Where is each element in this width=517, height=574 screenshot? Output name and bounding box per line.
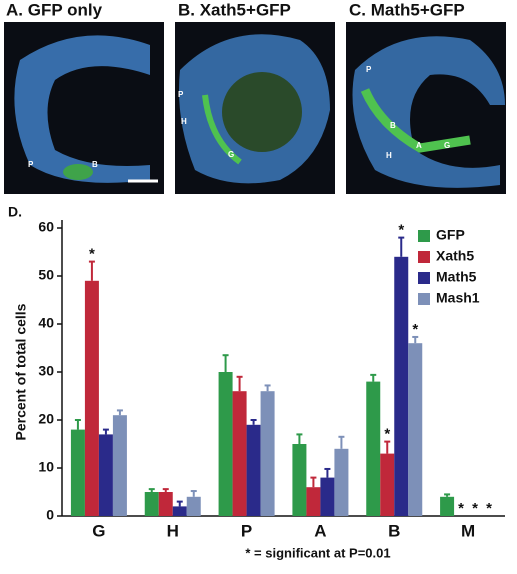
bar	[380, 453, 395, 516]
bar	[232, 391, 247, 516]
bar	[440, 496, 455, 516]
image-label: G	[228, 150, 234, 159]
bar	[186, 496, 201, 516]
bar	[334, 448, 349, 516]
y-tick-label: 20	[38, 411, 54, 427]
bar	[158, 492, 173, 516]
y-tick-label: 40	[38, 315, 54, 331]
bar	[84, 280, 99, 516]
x-tick-label: B	[388, 521, 400, 540]
legend-label: Math5	[436, 269, 477, 285]
image-label: H	[386, 151, 392, 160]
bar	[292, 444, 307, 516]
significance-marker: *	[472, 500, 478, 517]
significance-marker: *	[458, 500, 464, 517]
significance-marker: *	[486, 500, 492, 517]
image-label: G	[444, 141, 450, 150]
bar	[246, 424, 261, 516]
bar	[408, 343, 423, 516]
bar	[320, 477, 335, 516]
image-label: A	[416, 141, 422, 150]
image-label: P	[28, 160, 34, 169]
bar	[218, 372, 233, 516]
image-label: B	[390, 121, 396, 130]
x-tick-label: A	[314, 521, 326, 540]
legend-label: Xath5	[436, 248, 474, 264]
micrograph-b: P H G	[175, 22, 335, 194]
panel-label: D.	[8, 204, 22, 220]
x-tick-label: P	[241, 521, 252, 540]
image-label: P	[366, 65, 372, 74]
legend-label: GFP	[436, 227, 465, 243]
y-tick-label: 50	[38, 267, 54, 283]
bar	[98, 434, 113, 516]
image-label: H	[181, 117, 187, 126]
bar	[112, 415, 127, 516]
y-tick-label: 0	[46, 507, 54, 523]
x-tick-label: M	[461, 521, 475, 540]
x-tick-label: G	[92, 521, 105, 540]
bar	[260, 391, 275, 516]
panel-title: A. GFP only	[6, 0, 103, 19]
y-tick-label: 60	[38, 219, 54, 235]
bar	[70, 429, 85, 516]
panel-title: C. Math5+GFP	[349, 0, 465, 19]
bar	[366, 381, 381, 516]
micrograph-c: P B H A G	[346, 22, 506, 194]
legend-swatch	[418, 272, 430, 284]
significance-marker: *	[384, 426, 390, 443]
y-tick-label: 30	[38, 363, 54, 379]
x-tick-label: H	[167, 521, 179, 540]
legend-swatch	[418, 230, 430, 242]
bar	[394, 256, 409, 516]
significance-marker: *	[412, 321, 418, 338]
legend-swatch	[418, 251, 430, 263]
significance-marker: *	[89, 246, 95, 263]
image-label: B	[92, 160, 98, 169]
bar	[172, 506, 187, 516]
y-tick-label: 10	[38, 459, 54, 475]
bar	[144, 492, 159, 516]
y-axis-label: Percent of total cells	[13, 303, 29, 440]
note: * = significant at P=0.01	[245, 545, 390, 560]
micrograph-a: P B	[4, 22, 164, 194]
panel-title: B. Xath5+GFP	[178, 0, 291, 19]
image-label: P	[178, 90, 184, 99]
bar	[306, 487, 321, 516]
legend-swatch	[418, 293, 430, 305]
legend-label: Mash1	[436, 290, 480, 306]
significance-marker: *	[398, 222, 404, 239]
